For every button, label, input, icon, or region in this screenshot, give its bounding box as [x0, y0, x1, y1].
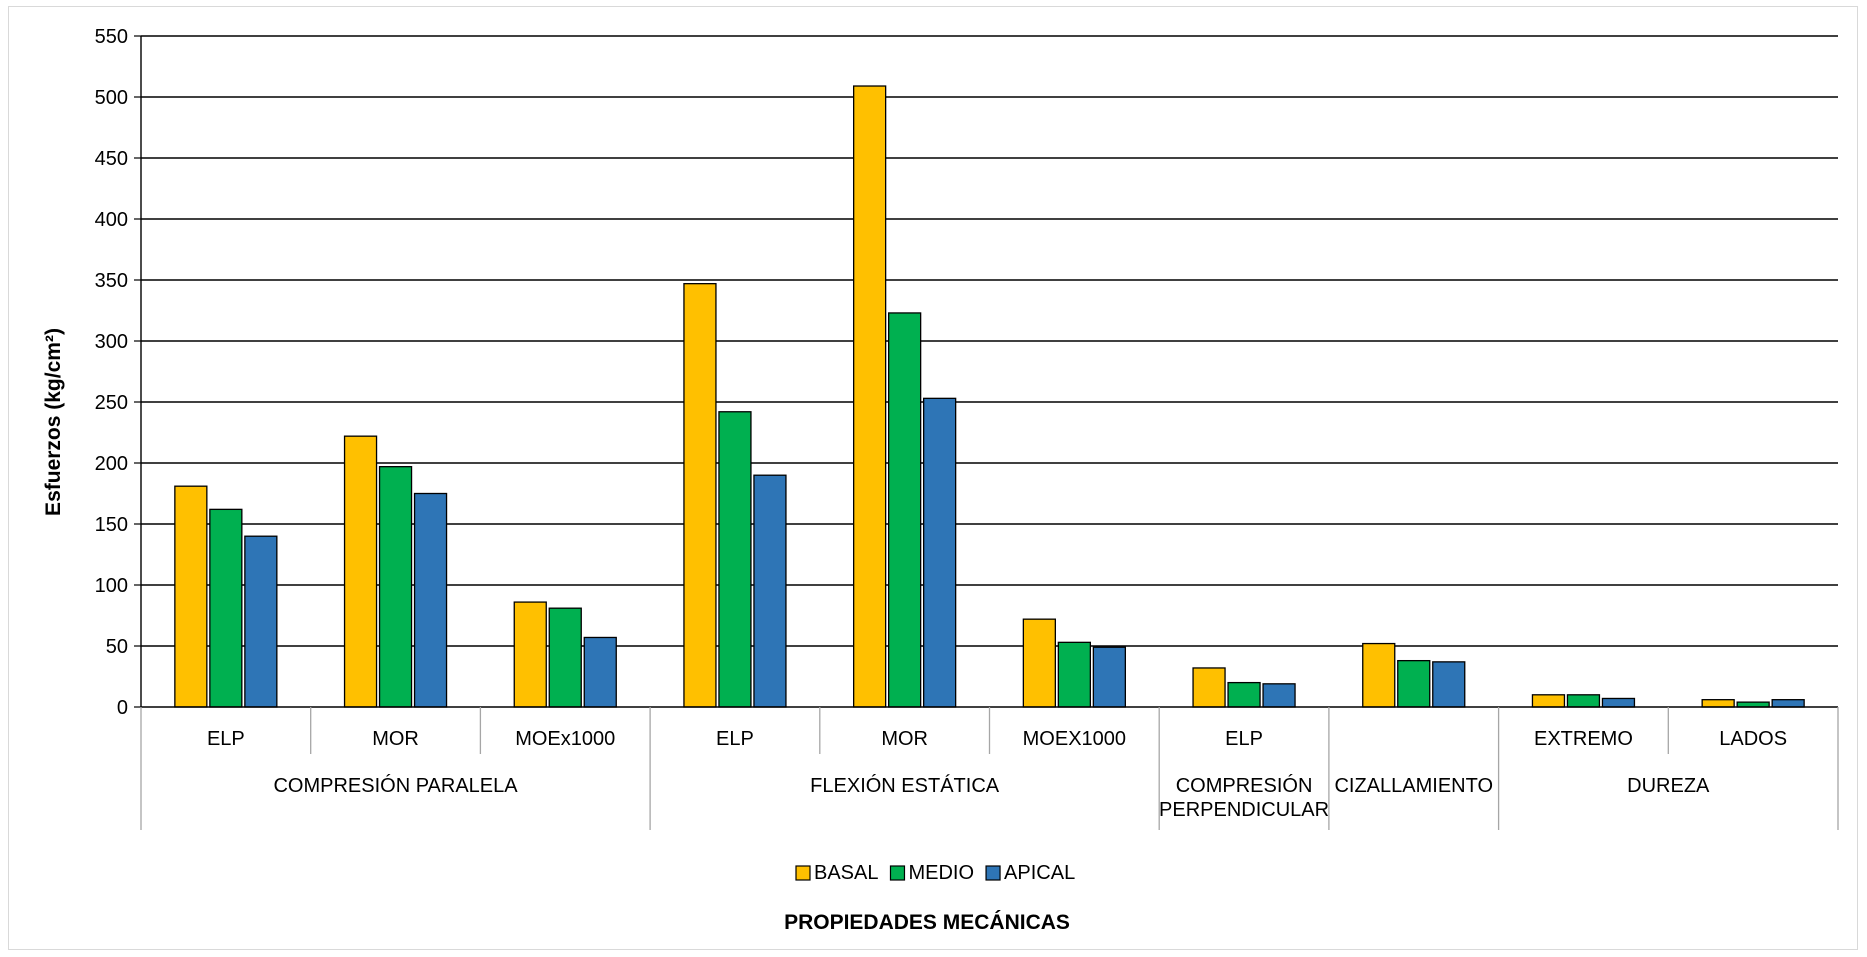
legend-label-medio: MEDIO [908, 862, 974, 884]
category-label: MOR [372, 728, 419, 750]
bar-apical [1771, 699, 1805, 708]
bar-apical [1601, 697, 1636, 708]
bar-apical [1262, 683, 1296, 708]
category-label: LADOS [1719, 728, 1787, 750]
category-label: ELP [1225, 728, 1263, 750]
y-tick-label: 350 [95, 270, 128, 292]
bar-apical [1092, 646, 1126, 708]
y-axis-title: Esfuerzos (kg/cm²) [42, 328, 65, 516]
bar-medio [1057, 641, 1091, 708]
bar-apical [1432, 661, 1466, 708]
y-tick-label: 50 [106, 636, 128, 658]
bar-medio [548, 607, 582, 708]
bar-apical [923, 397, 957, 708]
y-tick-label: 250 [95, 392, 128, 414]
bar-medio [378, 466, 413, 708]
bar-apical [753, 474, 787, 708]
y-tick-label: 150 [95, 514, 128, 536]
gridlines [141, 35, 1838, 647]
y-tick-label: 450 [95, 148, 128, 170]
bar-basal [1022, 618, 1056, 708]
category-label: MOR [881, 728, 928, 750]
bar-basal [853, 85, 887, 708]
bar-basal [513, 601, 547, 708]
bar-basal [1362, 642, 1396, 708]
group-label: DUREZA [1627, 775, 1710, 797]
bar-apical [244, 535, 278, 708]
legend-label-basal: BASAL [814, 862, 878, 884]
bar-basal [1701, 699, 1735, 708]
bar-basal [1192, 667, 1226, 708]
x-axis-title: PROPIEDADES MECÁNICAS [784, 911, 1070, 934]
legend-swatch-basal [795, 865, 811, 881]
bar-medio [1736, 701, 1770, 708]
bar-medio [888, 312, 922, 708]
bar-basal [343, 435, 378, 708]
y-tick-label: 200 [95, 453, 128, 475]
y-tick-label: 0 [117, 697, 128, 719]
bar-apical [413, 492, 448, 708]
category-label: MOEx1000 [515, 728, 615, 750]
y-tick-label: 550 [95, 26, 128, 48]
category-axis: ELP MOR MOEx1000 ELP MOR MOEX1000 ELP EXTREMO LA… [140, 707, 1839, 830]
legend-label-apical: APICAL [1004, 862, 1075, 884]
y-tick-label: 100 [95, 575, 128, 597]
y-tick-label: 500 [95, 87, 128, 109]
chart-frame [8, 6, 1858, 950]
bar-medio [1397, 659, 1431, 708]
group-label: COMPRESIÓN PERPENDICULAR [1159, 774, 1329, 821]
bar-medio [1566, 694, 1601, 708]
category-label: ELP [716, 728, 754, 750]
legend: BASAL MEDIO APICAL [795, 862, 1075, 884]
category-label: ELP [207, 728, 245, 750]
y-tick-label: 300 [95, 331, 128, 353]
category-label: EXTREMO [1534, 728, 1633, 750]
legend-swatch-medio [889, 865, 906, 881]
bar-medio [718, 411, 752, 708]
bar-apical [583, 636, 617, 708]
bars [174, 85, 1805, 708]
bar-medio [1227, 681, 1261, 708]
category-label: MOEX1000 [1023, 728, 1126, 750]
group-label: COMPRESIÓN PARALELA [273, 774, 518, 797]
legend-swatch-apical [985, 865, 1001, 881]
bar-basal [174, 485, 208, 708]
group-label: CIZALLAMIENTO [1334, 775, 1493, 797]
y-tick-label: 400 [95, 209, 128, 231]
bar-basal [683, 283, 717, 708]
group-label: FLEXIÓN ESTÁTICA [810, 774, 1000, 797]
bar-basal [1531, 694, 1566, 708]
bar-medio [209, 508, 243, 708]
